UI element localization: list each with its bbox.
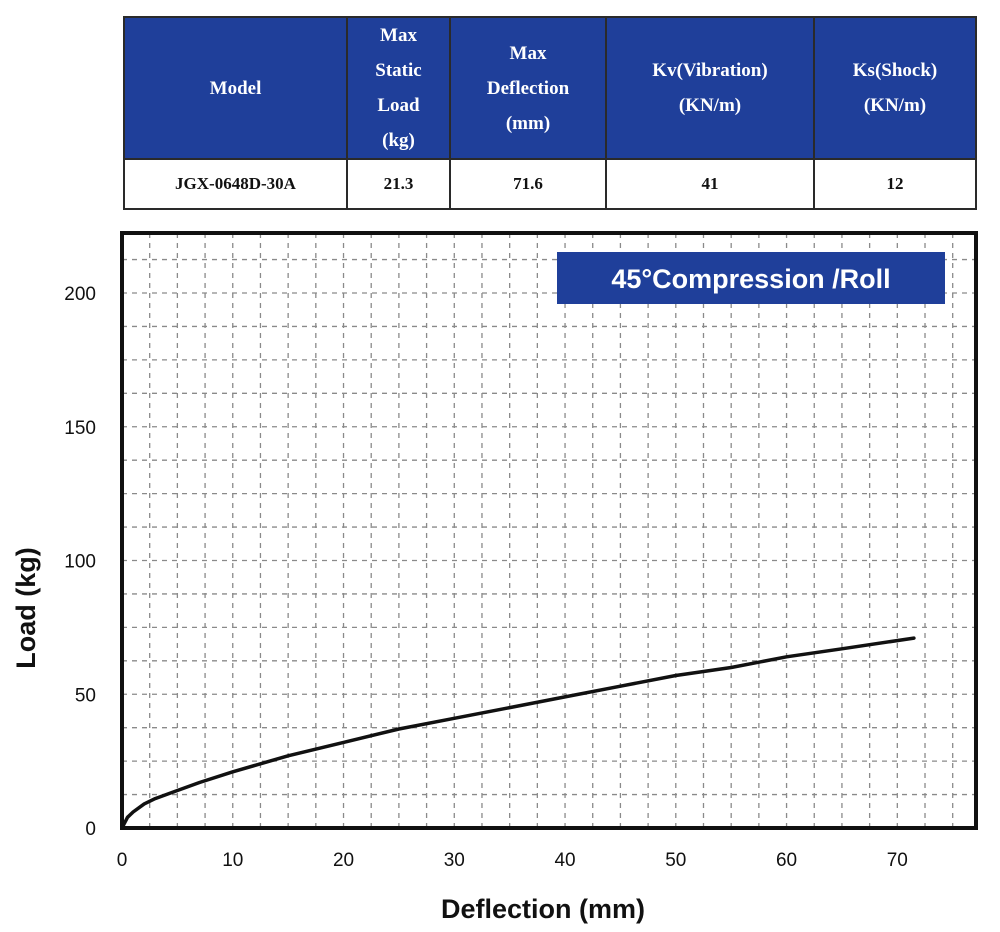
spec-table: Model Max Static Load (kg) Max Deflection (mm… — [123, 16, 977, 210]
header-max-deflection: Max Deflection (mm) — [449, 16, 607, 160]
x-tick-label: 60 — [776, 850, 797, 871]
y-axis-label: Load (kg) — [11, 547, 41, 669]
table-row: JGX-0648D-30A 21.3 71.6 41 12 — [123, 158, 977, 210]
x-tick-label: 10 — [222, 850, 243, 871]
cell-model: JGX-0648D-30A — [123, 158, 348, 210]
header-line: (kg) — [382, 130, 415, 151]
cell-kv-vibration: 41 — [605, 158, 815, 210]
plot-frame — [120, 231, 978, 830]
x-tick-labels: 0 10 20 30 40 50 60 70 — [117, 850, 908, 871]
cell-max-static-load: 21.3 — [346, 158, 451, 210]
header-ks-shock: Ks(Shock) (KN/m) — [813, 16, 977, 160]
load-deflection-chart: 0 50 100 150 200 0 10 20 30 40 50 60 70 45°Compress… — [11, 231, 978, 924]
x-tick-label: 20 — [333, 850, 354, 871]
y-tick-label: 200 — [64, 284, 96, 305]
header-model: Model — [123, 16, 348, 160]
load-curve — [120, 636, 916, 830]
x-tick-label: 70 — [887, 850, 908, 871]
x-tick-label: 0 — [117, 850, 128, 871]
header-line: Deflection — [486, 77, 570, 99]
y-tick-labels: 0 50 100 150 200 — [64, 284, 96, 840]
header-line: Load — [377, 95, 420, 116]
y-tick-label: 0 — [85, 819, 96, 840]
y-tick-label: 100 — [64, 552, 96, 573]
header-kv-vibration: Kv(Vibration) (KN/m) — [605, 16, 815, 160]
header-line: (KN/m) — [678, 95, 742, 116]
header-line: (mm) — [505, 112, 551, 134]
y-tick-label: 150 — [64, 418, 96, 439]
header-line: Kv(Vibration) — [652, 60, 768, 81]
cell-max-deflection: 71.6 — [449, 158, 607, 210]
chart-grid — [122, 233, 976, 828]
x-tick-label: 30 — [444, 850, 465, 871]
header-max-static-load: Max Static Load (kg) — [346, 16, 451, 160]
x-tick-label: 40 — [554, 850, 575, 871]
header-line: (KN/m) — [863, 95, 927, 116]
chart-title: 45°Compression /Roll — [611, 264, 890, 294]
header-line: Max — [509, 42, 547, 64]
spec-header-row: Model Max Static Load (kg) Max Deflection (mm… — [123, 16, 977, 160]
header-line: Ks(Shock) — [852, 60, 938, 81]
cell-ks-shock: 12 — [813, 158, 977, 210]
x-axis-label: Deflection (mm) — [441, 894, 645, 924]
header-line: Model — [209, 77, 262, 99]
chart-title-badge — [557, 252, 945, 304]
x-tick-label: 50 — [665, 850, 686, 871]
header-line: Static — [375, 60, 422, 81]
y-tick-label: 50 — [75, 685, 96, 706]
header-line: Max — [380, 25, 417, 46]
